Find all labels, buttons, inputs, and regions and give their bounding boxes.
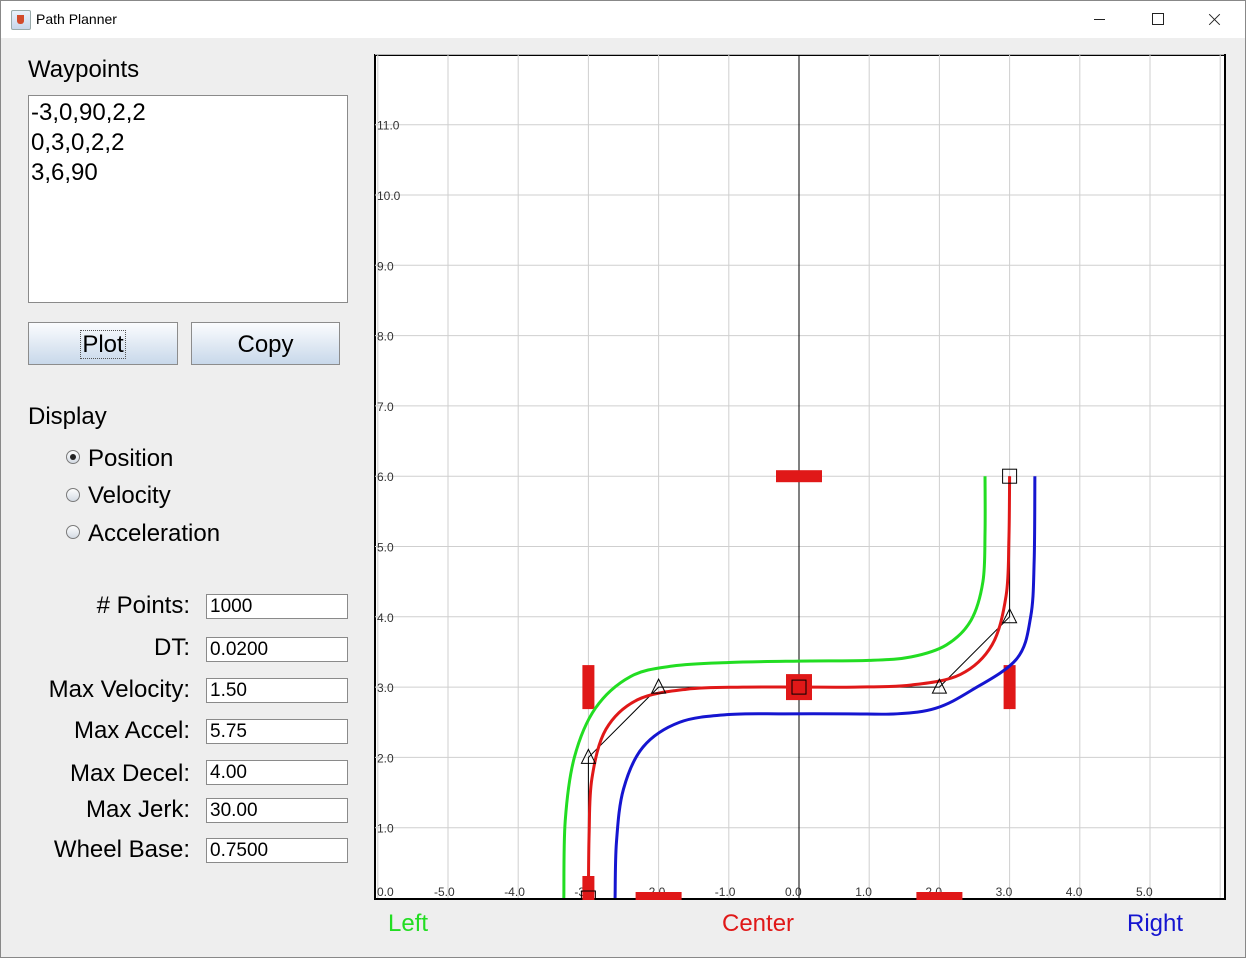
wheel-base-label: Wheel Base: [53,836,190,863]
x-tick-label: 0.0 [785,885,802,899]
x-tick-label: 5.0 [1136,885,1153,899]
acceleration-radio[interactable] [66,525,80,539]
max-velocity-label: Max Velocity: [48,676,190,703]
direction-marker [582,665,595,710]
y-tick-label: 11.0 [377,119,400,133]
direction-marker [635,892,682,900]
control-point [1001,607,1018,624]
position-radio[interactable] [66,450,80,464]
y-tick-label: 10.0 [377,189,401,203]
close-icon[interactable] [1191,1,1237,38]
velocity-option-label[interactable]: Velocity [88,482,171,509]
waypoints-textarea[interactable]: -3,0,90,2,2 0,3,0,2,2 3,6,90 [28,95,348,303]
waypoints-label: Waypoints [28,56,140,83]
display-label: Display [28,403,107,430]
x-tick-label: -4.0 [504,885,525,899]
max-jerk-field[interactable]: 30.00 [206,798,348,823]
waypoint-marker [791,679,807,695]
waypoint-line: -3,0,90,2,2 [31,99,146,126]
waypoint-line: 0,3,0,2,2 [31,129,125,156]
max-accel-label: Max Accel: [73,717,190,744]
direction-marker [776,470,822,483]
velocity-radio[interactable] [66,488,80,502]
acceleration-option-label[interactable]: Acceleration [88,520,221,547]
window-title: Path Planner [36,11,117,27]
path-plot[interactable]: 1.0 2.0 3.0 4.0 5.0 6.0 7.0 8.0 9.0 10.0 11.0 -5.0 -… [374,54,1226,900]
dt-label: DT: [154,634,190,661]
legend-left: Left [388,910,429,937]
points-field[interactable]: 1000 [206,594,348,619]
y-tick-label: 9.0 [377,259,394,273]
title-bar: Path Planner [1,1,1245,38]
max-jerk-label: Max Jerk: [85,796,190,823]
control-point [650,677,667,694]
maximize-icon[interactable] [1134,1,1180,38]
y-tick-label: 8.0 [377,330,394,344]
x-tick-label: 4.0 [1066,885,1083,899]
y-tick-label: 6.0 [377,470,394,484]
y-tick-label: 4.0 [377,611,394,625]
y-tick-label: 2.0 [377,751,394,765]
direction-marker [1003,665,1016,710]
plot-button[interactable]: Plot [28,322,178,365]
max-decel-field[interactable]: 4.00 [206,760,348,785]
x-tick-label: 1.0 [855,885,872,899]
y-tick-label: 1.0 [377,822,394,836]
control-point [931,677,948,694]
series-left-line [562,476,987,899]
waypoint-marker [1002,468,1018,484]
x-tick-label: 3.0 [996,885,1013,899]
max-velocity-field[interactable]: 1.50 [206,678,348,703]
max-decel-label: Max Decel: [69,760,190,787]
java-cup-icon [11,10,31,30]
y-tick-label: 5.0 [377,541,394,555]
plot-button-label: Plot [80,330,126,359]
y-tick-label: 3.0 [377,681,394,695]
legend-center: Center [722,910,795,937]
wheel-base-field[interactable]: 0.7500 [206,838,348,863]
legend-right: Right [1127,910,1184,937]
minimize-icon[interactable] [1077,1,1123,38]
direction-marker [916,892,963,900]
origin-label: 0.0 [377,885,394,899]
y-tick-label: 7.0 [377,400,394,414]
control-point [580,748,597,764]
x-tick-label: -1.0 [715,885,736,899]
position-option-label[interactable]: Position [88,445,174,472]
max-accel-field[interactable]: 5.75 [206,719,348,744]
copy-button[interactable]: Copy [191,322,340,365]
waypoint-line: 3,6,90 [31,159,98,186]
points-label: # Points: [96,592,190,619]
waypoint-marker [580,890,596,900]
series-right-line [613,476,1037,899]
x-tick-label: -5.0 [434,885,455,899]
dt-field[interactable]: 0.0200 [206,637,348,662]
